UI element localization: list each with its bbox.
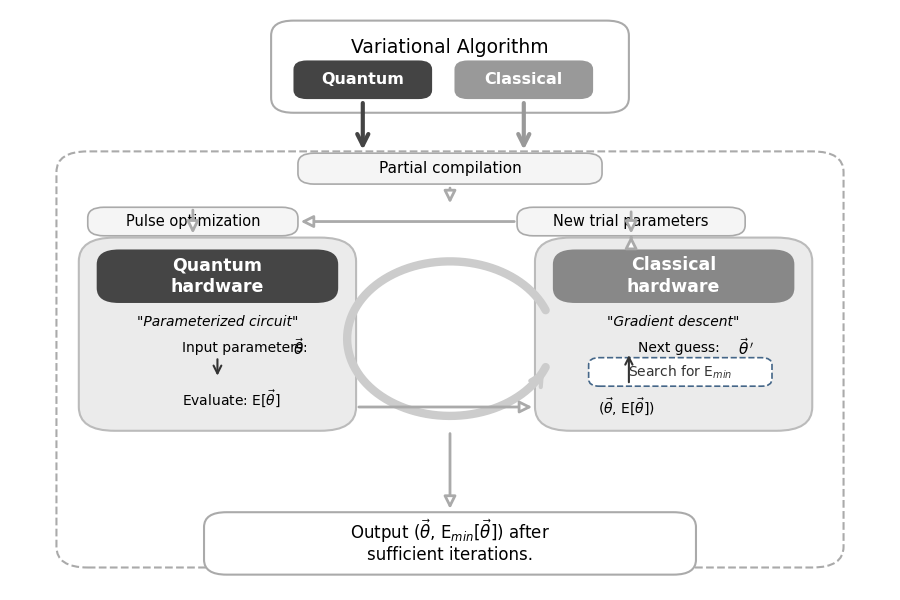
FancyBboxPatch shape — [553, 250, 795, 303]
FancyBboxPatch shape — [57, 151, 843, 568]
Text: Partial compilation: Partial compilation — [379, 161, 521, 176]
FancyBboxPatch shape — [518, 207, 745, 236]
FancyBboxPatch shape — [535, 238, 812, 431]
Text: Next guess:: Next guess: — [638, 341, 724, 355]
Text: "Parameterized circuit": "Parameterized circuit" — [137, 315, 298, 329]
Text: Input parameters:: Input parameters: — [182, 341, 311, 355]
Text: "Gradient descent": "Gradient descent" — [608, 315, 740, 329]
FancyBboxPatch shape — [79, 238, 356, 431]
FancyBboxPatch shape — [87, 207, 298, 236]
FancyBboxPatch shape — [298, 153, 602, 184]
Text: $(\vec{\theta}$, E[$\vec{\theta}$]): $(\vec{\theta}$, E[$\vec{\theta}$]) — [598, 397, 654, 418]
FancyBboxPatch shape — [271, 20, 629, 113]
Text: Search for E$_{min}$: Search for E$_{min}$ — [628, 363, 733, 380]
Text: Classical
hardware: Classical hardware — [627, 256, 720, 296]
Text: Classical: Classical — [485, 72, 562, 87]
Text: Variational Algorithm: Variational Algorithm — [351, 38, 549, 57]
Text: $\vec{\theta}\,'$: $\vec{\theta}\,'$ — [738, 337, 755, 358]
Text: Output $(\vec{\theta}$, E$_{min}[\vec{\theta}])$ after: Output $(\vec{\theta}$, E$_{min}[\vec{\t… — [350, 517, 550, 545]
Text: New trial parameters: New trial parameters — [554, 214, 709, 229]
Text: sufficient iterations.: sufficient iterations. — [367, 546, 533, 564]
FancyBboxPatch shape — [293, 61, 432, 99]
Text: Quantum
hardware: Quantum hardware — [171, 256, 264, 296]
Text: Pulse optimization: Pulse optimization — [126, 214, 260, 229]
Text: Quantum: Quantum — [321, 72, 404, 87]
FancyBboxPatch shape — [96, 250, 338, 303]
FancyBboxPatch shape — [204, 512, 696, 575]
FancyBboxPatch shape — [589, 358, 772, 386]
FancyBboxPatch shape — [454, 61, 593, 99]
Text: Evaluate: E[$\vec{\theta}$]: Evaluate: E[$\vec{\theta}$] — [182, 388, 280, 409]
Text: $\vec{\theta}$: $\vec{\theta}$ — [293, 337, 304, 358]
